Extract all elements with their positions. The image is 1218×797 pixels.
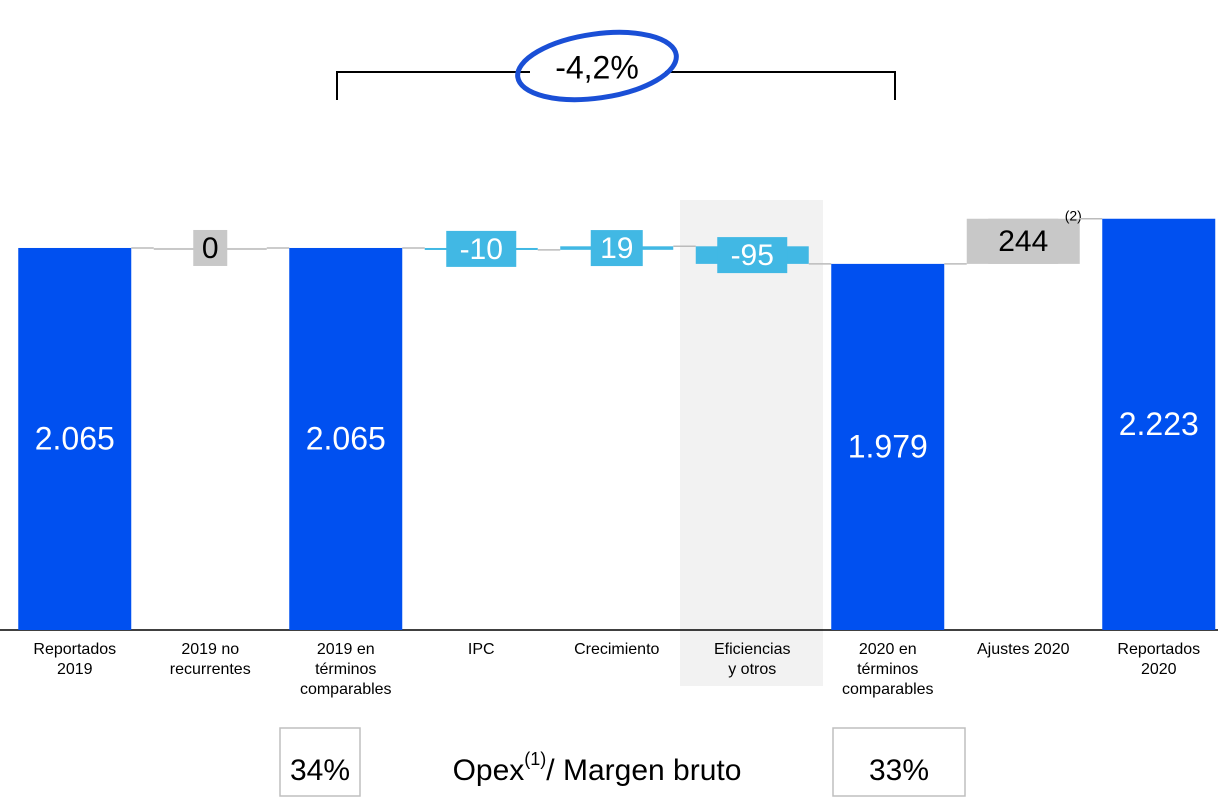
ratio-value: 34% [290, 754, 350, 787]
x-tick-line: Reportados [33, 641, 116, 658]
x-tick-line: términos [315, 661, 376, 678]
x-tick-line: comparables [300, 681, 392, 698]
x-tick-line: Crecimiento [574, 641, 659, 658]
x-tick-line: IPC [468, 641, 495, 658]
ratio-value: 33% [869, 754, 929, 787]
label-box [590, 230, 643, 267]
ratio-label-sup: (1) [524, 749, 546, 769]
x-tick-line: y otros [728, 661, 776, 678]
x-tick-label: IPC [468, 641, 495, 658]
x-tick-line: Ajustes 2020 [977, 641, 1070, 658]
change-label: -4,2% [555, 49, 639, 85]
value-label: 2.223 [1119, 406, 1199, 442]
value-label: 19 [600, 232, 633, 265]
x-tick-line: 2019 en [317, 641, 375, 658]
x-tick-label: 2020 en términos comparables [842, 641, 934, 698]
value-label: 2.065 [35, 420, 115, 456]
x-tick-label: Eficiencias y otros [714, 641, 790, 678]
ratio-box [832, 727, 966, 797]
x-tick-label: 2019 no recurrentes [170, 641, 251, 678]
highlight-column [680, 200, 823, 686]
bar [831, 263, 945, 630]
value-label: 1.979 [848, 428, 928, 464]
x-tick-line: 2020 [1141, 661, 1177, 678]
x-tick-line: comparables [842, 681, 934, 698]
ratio-label-main: Opex [453, 754, 525, 787]
value-label: 0 [202, 232, 219, 265]
value-label: 2.065 [306, 420, 386, 456]
value-label: 244 [998, 225, 1048, 258]
ratio-box [279, 727, 361, 797]
value-label: -95 [731, 239, 774, 272]
bar [289, 247, 403, 630]
highlight-ellipse [515, 29, 679, 103]
value-label: -10 [460, 233, 503, 266]
x-tick-label: Crecimiento [574, 641, 659, 658]
ratio-row: 34% 33% Opex(1)/ Margen bruto [279, 727, 966, 797]
ratio-label-rest: / Margen bruto [546, 754, 741, 787]
x-tick-label: Reportados 2020 [1117, 641, 1200, 678]
change-bracket: -4,2% [336, 29, 896, 103]
label-box [988, 218, 1059, 264]
x-tick-line: términos [857, 661, 918, 678]
x-tick-line: recurrentes [170, 661, 251, 678]
x-tick-label: Ajustes 2020 [977, 641, 1070, 658]
ratio-label: Opex(1)/ Margen bruto [453, 749, 742, 787]
x-tick-line: 2019 no [181, 641, 239, 658]
x-tick-line: Eficiencias [714, 641, 790, 658]
footnote-mark: (2) [1065, 207, 1082, 223]
x-tick-line: Reportados [1117, 641, 1200, 658]
label-box [193, 229, 228, 266]
bar [18, 247, 132, 630]
x-tick-label: 2019 en términos comparables [300, 641, 392, 698]
label-box [446, 230, 517, 267]
x-tick-line: 2020 en [859, 641, 917, 658]
x-tick-line: 2019 [57, 661, 93, 678]
x-tick-label: Reportados 2019 [33, 641, 116, 678]
bar [1102, 218, 1216, 630]
label-box [717, 237, 788, 274]
